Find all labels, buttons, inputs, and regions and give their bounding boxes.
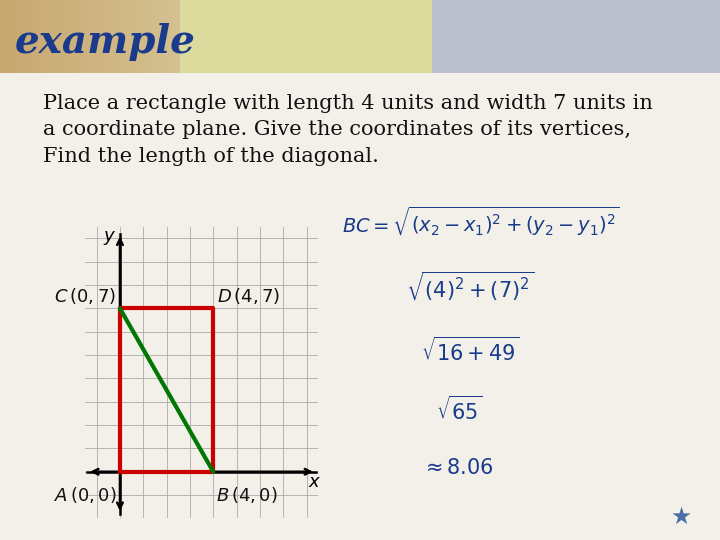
Text: $A\,(0,0)$: $A\,(0,0)$: [54, 484, 117, 504]
Text: $C\,(0,7)$: $C\,(0,7)$: [54, 286, 117, 306]
Text: $D\,(4,7)$: $D\,(4,7)$: [217, 286, 280, 306]
Text: $B\,(4,0)$: $B\,(4,0)$: [215, 484, 277, 504]
Text: $\approx 8.06$: $\approx 8.06$: [420, 457, 494, 478]
Text: $BC = \sqrt{(x_2 - x_1)^2 + (y_2 - y_1)^2}$: $BC = \sqrt{(x_2 - x_1)^2 + (y_2 - y_1)^…: [342, 205, 620, 238]
Text: $\sqrt{65}$: $\sqrt{65}$: [436, 395, 482, 423]
Text: $x$: $x$: [308, 473, 321, 491]
Text: $\sqrt{(4)^2 + (7)^2}$: $\sqrt{(4)^2 + (7)^2}$: [406, 269, 534, 303]
Text: Place a rectangle with length 4 units and width 7 units in
a coordinate plane. G: Place a rectangle with length 4 units an…: [43, 94, 653, 166]
Text: ★: ★: [670, 505, 691, 529]
Text: $\sqrt{16 + 49}$: $\sqrt{16 + 49}$: [420, 337, 519, 365]
Text: $y$: $y$: [103, 230, 116, 247]
Text: example: example: [14, 23, 195, 61]
